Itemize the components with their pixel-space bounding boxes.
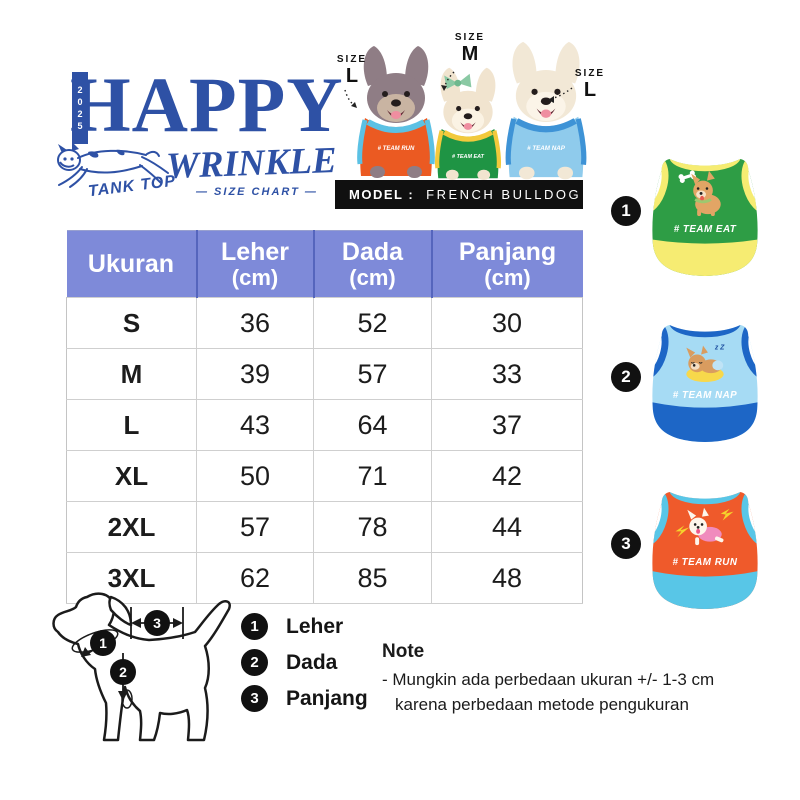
legend-number-badge: 3 xyxy=(241,685,268,712)
year-digit: 2 xyxy=(77,108,83,119)
value-cell: 57 xyxy=(196,501,314,553)
logo-year-bar: 2 0 2 5 xyxy=(72,72,88,144)
team-eat-graphic xyxy=(678,170,721,217)
model-photo-area: # TEAM RUN # TEAM EAT xyxy=(330,28,620,213)
value-cell: 71 xyxy=(313,450,432,502)
size-cell: M xyxy=(66,348,197,400)
product-team-nap: 2 z Z xyxy=(611,318,800,478)
value-cell: 43 xyxy=(196,399,314,451)
col-header-leher: Leher (cm) xyxy=(196,230,315,298)
size-cell: XL xyxy=(66,450,197,502)
svg-text:# TEAM RUN: # TEAM RUN xyxy=(673,557,738,568)
svg-text:3: 3 xyxy=(153,615,161,631)
product-number-badge: 3 xyxy=(611,529,641,559)
bulldog-left: # TEAM RUN xyxy=(357,46,435,178)
size-cell: 3XL xyxy=(66,552,197,604)
svg-text:2: 2 xyxy=(119,664,127,680)
three-bulldogs-illustration: # TEAM RUN # TEAM EAT xyxy=(344,41,587,180)
team-nap-graphic: z Z xyxy=(686,345,725,383)
size-callout-right: SIZE L xyxy=(574,68,606,101)
product-team-eat: 1 xyxy=(611,152,800,312)
svg-text:# TEAM NAP: # TEAM NAP xyxy=(673,390,737,401)
value-cell: 78 xyxy=(313,501,432,553)
svg-text:# TEAM RUN: # TEAM RUN xyxy=(378,146,415,152)
svg-text:# TEAM EAT: # TEAM EAT xyxy=(452,154,485,160)
value-cell: 57 xyxy=(313,348,432,400)
value-cell: 39 xyxy=(196,348,314,400)
bulldog-middle: # TEAM EAT xyxy=(434,67,502,180)
brand-name-happy: HAPPY xyxy=(70,61,344,148)
product-number-badge: 1 xyxy=(611,196,641,226)
size-table-row: 3XL 62 85 48 xyxy=(66,552,583,604)
size-table-header: Ukuran Leher (cm) Dada (cm) Panjang (cm) xyxy=(66,230,583,298)
svg-text:# TEAM NAP: # TEAM NAP xyxy=(527,145,566,152)
diagram-marker-badges: 1 2 3 xyxy=(90,610,170,685)
value-cell: 52 xyxy=(313,297,432,349)
size-table-body: S 36 52 30 M 39 57 33 L 43 64 37 XL 50 71 42 2XL 57 78 44 3X… xyxy=(66,297,583,604)
value-cell: 50 xyxy=(196,450,314,502)
legend-item-panjang: 3 Panjang xyxy=(241,685,368,712)
size-table-row: M 39 57 33 xyxy=(66,348,583,400)
value-cell: 33 xyxy=(431,348,583,400)
year-digit: 0 xyxy=(77,96,83,107)
size-chart-label: — SIZE CHART — xyxy=(196,186,318,198)
bulldog-right: # TEAM NAP xyxy=(505,41,587,180)
lightning-icon xyxy=(675,525,690,538)
dog-ear xyxy=(108,595,133,627)
size-table-row: 2XL 57 78 44 xyxy=(66,501,583,553)
size-cell: L xyxy=(66,399,197,451)
value-cell: 62 xyxy=(196,552,314,604)
tank-top-team-run: # TEAM RUN xyxy=(652,492,758,610)
tank-top-team-eat: # TEAM EAT xyxy=(652,159,758,277)
value-cell: 64 xyxy=(313,399,432,451)
brand-logo: HAPPY 2 0 2 5 WRINK xyxy=(0,0,343,215)
note-section: Note - Mungkin ada perbedaan ukuran +/- … xyxy=(382,641,792,717)
col-header-panjang: Panjang (cm) xyxy=(431,230,583,298)
model-value: FRENCH BULLDOG xyxy=(426,187,582,202)
product-number-badge: 2 xyxy=(611,362,641,392)
value-cell: 36 xyxy=(196,297,314,349)
size-callout-middle: SIZE M xyxy=(454,32,486,65)
value-cell: 42 xyxy=(431,450,583,502)
value-cell: 30 xyxy=(431,297,583,349)
col-header-ukuran: Ukuran xyxy=(66,230,198,298)
tank-top-team-nap: z Z # TEAM NAP xyxy=(652,325,758,443)
col-header-dada: Dada (cm) xyxy=(313,230,433,298)
value-cell: 37 xyxy=(431,399,583,451)
lightning-icon xyxy=(720,508,734,521)
legend-number-badge: 1 xyxy=(241,613,268,640)
value-cell: 44 xyxy=(431,501,583,553)
size-cell: 2XL xyxy=(66,501,197,553)
size-table-row: XL 50 71 42 xyxy=(66,450,583,502)
brand-name-wrinkle: WRINKLE xyxy=(165,140,338,187)
team-run-graphic xyxy=(675,507,734,546)
size-table-row: L 43 64 37 xyxy=(66,399,583,451)
product-team-run: 3 xyxy=(611,485,800,645)
year-digit: 2 xyxy=(77,84,83,95)
note-line-1: - Mungkin ada perbedaan ukuran +/- 1-3 c… xyxy=(382,670,715,689)
size-callout-left: SIZE L xyxy=(336,54,368,87)
svg-text:1: 1 xyxy=(99,635,107,651)
legend-number-badge: 2 xyxy=(241,649,268,676)
svg-text:# TEAM EAT: # TEAM EAT xyxy=(674,224,737,235)
note-title: Note xyxy=(382,641,425,662)
value-cell: 48 xyxy=(431,552,583,604)
size-cell: S xyxy=(66,297,197,349)
note-line-2: karena perbedaan metode pengukuran xyxy=(395,694,689,714)
legend-item-dada: 2 Dada xyxy=(241,649,368,676)
model-label: MODEL : xyxy=(349,187,415,202)
dog-outline xyxy=(52,592,231,742)
leaping-dog-icon xyxy=(57,142,169,188)
dog-measurement-diagram: 1 2 3 xyxy=(52,592,231,742)
value-cell: 85 xyxy=(313,552,432,604)
model-bar: MODEL : FRENCH BULLDOG xyxy=(335,180,583,209)
svg-text:z Z: z Z xyxy=(714,345,725,352)
year-digit: 5 xyxy=(77,120,83,131)
legend-item-leher: 1 Leher xyxy=(241,613,368,640)
size-table-row: S 36 52 30 xyxy=(66,297,583,349)
measurement-legend: 1 Leher 2 Dada 3 Panjang xyxy=(241,613,368,721)
